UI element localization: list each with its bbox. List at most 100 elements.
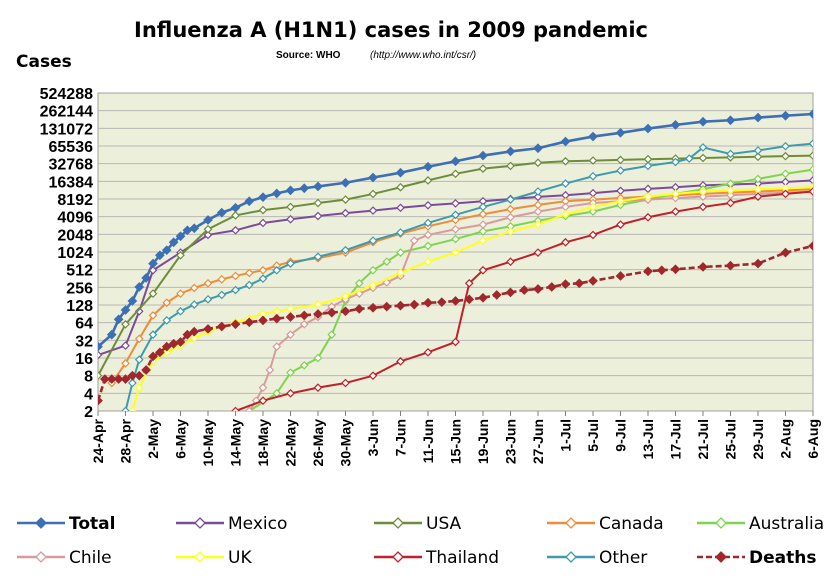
data-point	[478, 227, 488, 236]
y-tick-label: 16	[75, 351, 93, 368]
data-point	[478, 164, 488, 173]
y-tick-label: 32768	[49, 157, 94, 174]
data-point	[106, 329, 117, 340]
data-point	[615, 127, 626, 138]
legend-item-canada: Canada	[547, 514, 664, 534]
data-point	[244, 406, 254, 411]
legend-label: Thailand	[425, 548, 499, 568]
data-point	[616, 166, 625, 175]
legend-item-thailand: Thailand	[374, 548, 499, 568]
data-point	[780, 247, 791, 258]
data-point	[643, 123, 653, 134]
data-point	[671, 157, 680, 167]
data-point	[643, 192, 653, 201]
data-point	[753, 112, 763, 123]
chart-source-label: Source: WHO	[276, 50, 341, 61]
data-point	[313, 353, 323, 363]
series-layer	[98, 109, 813, 411]
data-point	[450, 156, 461, 167]
y-tick-label: 256	[66, 280, 93, 297]
data-point	[546, 282, 557, 292]
data-point	[561, 179, 570, 188]
x-tick-label: 11-Jun	[420, 419, 436, 463]
legend-label: Australia	[749, 514, 824, 534]
data-point	[141, 365, 151, 375]
data-point	[271, 188, 282, 199]
data-point	[464, 294, 475, 305]
data-point	[162, 316, 172, 325]
x-tick-label: 28-Apr	[118, 418, 134, 463]
data-point	[451, 215, 460, 225]
legend-swatch-marker	[392, 551, 404, 563]
data-point	[341, 245, 350, 255]
legend-label: Total	[69, 514, 115, 534]
legend-item-deaths: Deaths	[697, 548, 816, 568]
data-point	[162, 347, 172, 357]
data-point	[244, 317, 255, 328]
legend-label: Chile	[69, 548, 112, 568]
data-point	[698, 116, 708, 127]
data-point	[203, 230, 213, 240]
y-tick-label: 524288	[40, 86, 93, 103]
data-point	[98, 395, 103, 406]
data-point	[478, 236, 488, 245]
data-point	[643, 161, 653, 171]
data-point	[588, 207, 598, 216]
data-point	[615, 271, 626, 281]
data-point	[451, 234, 460, 244]
data-point	[781, 169, 790, 179]
data-point	[726, 186, 735, 195]
y-tick-label: 128	[66, 298, 93, 315]
legend-item-australia: Australia	[697, 514, 824, 534]
legend-swatch-marker	[565, 551, 577, 563]
data-point	[162, 298, 172, 308]
x-tick-label: 29-Jul	[750, 419, 766, 459]
data-point	[478, 209, 488, 219]
data-point	[354, 278, 364, 288]
y-tick-label: 4	[84, 386, 93, 403]
data-point	[396, 268, 405, 278]
data-point	[341, 208, 350, 218]
data-point	[313, 252, 323, 262]
x-tick-label: 2-May	[145, 419, 161, 459]
data-point	[98, 341, 103, 352]
data-point	[299, 183, 310, 194]
data-point	[506, 161, 515, 171]
x-tick-label: 2-Aug	[778, 419, 794, 459]
data-point	[506, 212, 515, 222]
plot-series-viewport	[98, 109, 813, 411]
data-point	[368, 236, 378, 245]
data-point	[506, 204, 515, 214]
data-point	[698, 187, 708, 196]
data-point	[203, 294, 213, 304]
data-point	[808, 109, 813, 119]
data-point	[128, 378, 137, 388]
data-point	[299, 310, 310, 321]
data-point	[285, 185, 296, 196]
data-point	[395, 300, 406, 311]
x-tick-label: 6-May	[173, 419, 189, 459]
data-point	[244, 280, 254, 290]
data-point	[670, 120, 681, 130]
data-point	[451, 224, 460, 234]
y-tick-label: 1024	[57, 245, 93, 262]
data-point	[560, 279, 571, 290]
data-point	[670, 264, 681, 275]
data-point	[100, 374, 110, 384]
data-point	[451, 248, 460, 257]
data-point	[271, 313, 282, 324]
legend-item-other: Other	[547, 548, 647, 568]
data-point	[231, 271, 240, 281]
data-point	[258, 192, 268, 203]
data-point	[134, 370, 145, 381]
data-point	[808, 187, 813, 196]
data-point	[113, 314, 124, 325]
data-point	[423, 297, 433, 308]
legend-item-total: Total	[17, 514, 115, 534]
x-tick-label: 24-Apr	[90, 418, 106, 463]
data-point	[161, 245, 172, 256]
legend-swatch-marker	[565, 517, 577, 529]
data-point	[808, 165, 813, 174]
data-point	[506, 227, 515, 236]
legend-label: Canada	[599, 514, 664, 534]
